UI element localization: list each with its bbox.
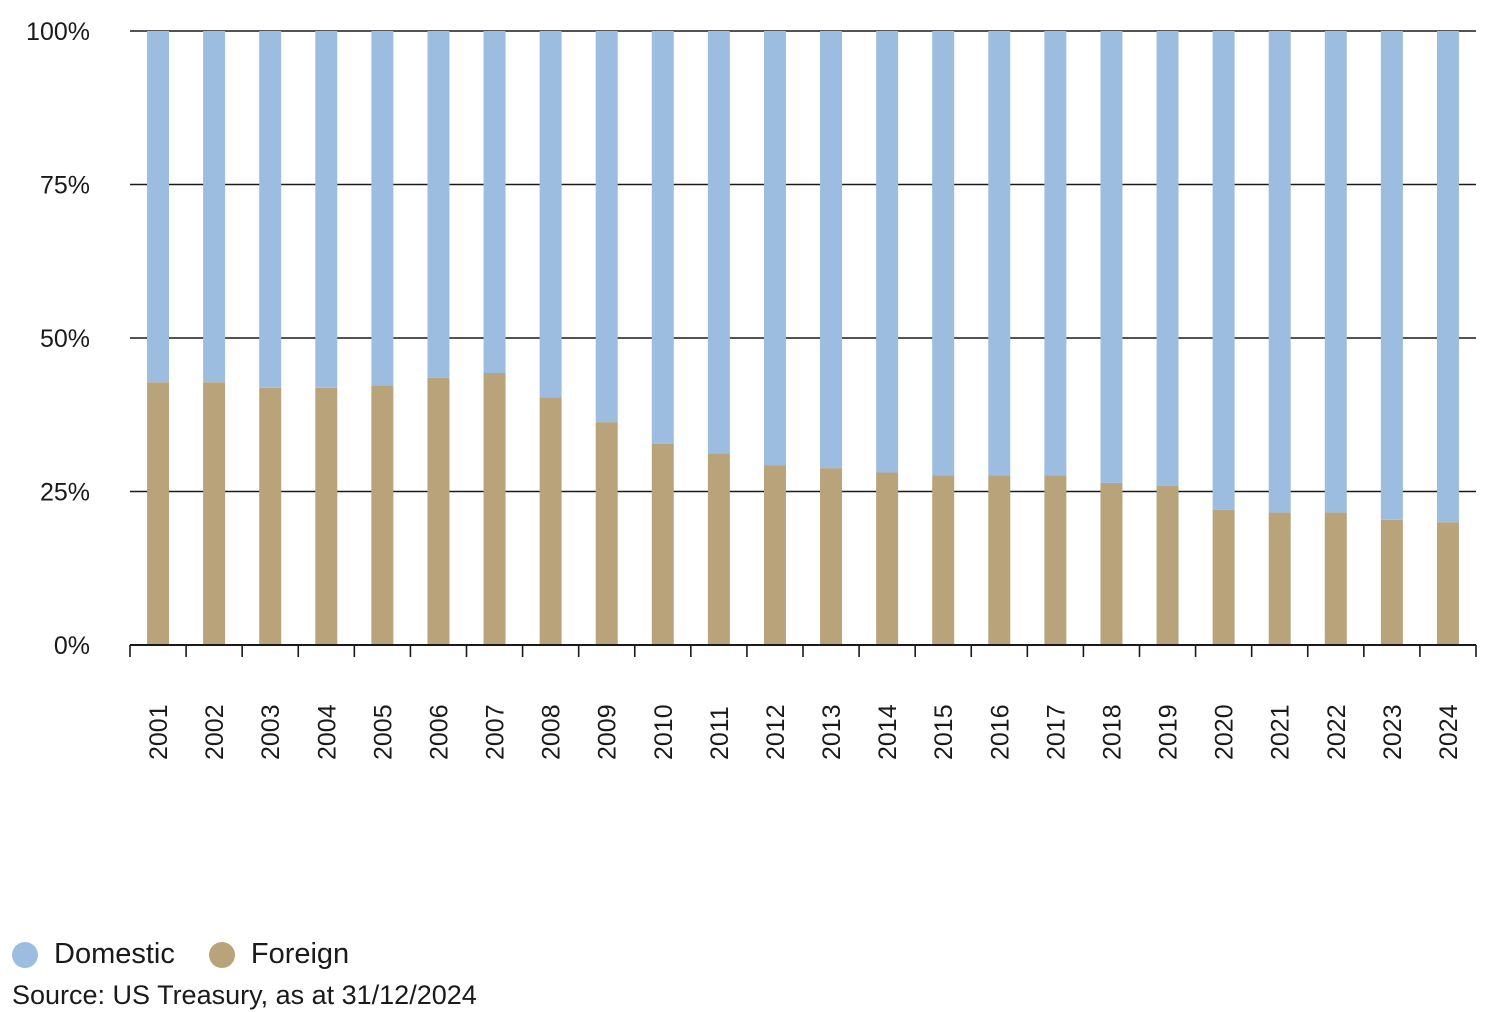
- bar-foreign-2023: [1380, 519, 1403, 645]
- bar-domestic-2011: [707, 31, 730, 454]
- bar-domestic-2020: [1212, 31, 1235, 510]
- bar-domestic-2008: [539, 31, 562, 398]
- x-tick-label: 2022: [1323, 704, 1351, 760]
- bar-domestic-2019: [1156, 31, 1179, 486]
- bar-domestic-2018: [1100, 31, 1123, 483]
- bar-domestic-2004: [315, 31, 338, 388]
- bar-domestic-2014: [876, 31, 899, 473]
- x-tick-label: 2005: [369, 704, 397, 760]
- bar-foreign-2001: [147, 382, 170, 645]
- bar-foreign-2018: [1100, 482, 1123, 645]
- x-tick-label: 2011: [706, 706, 734, 760]
- bar-foreign-2007: [483, 372, 506, 645]
- bar-foreign-2014: [876, 472, 899, 645]
- bar-domestic-2024: [1436, 31, 1459, 523]
- legend-swatch-domestic: [12, 941, 38, 968]
- x-tick-label: 2015: [930, 704, 958, 760]
- bar-foreign-2022: [1324, 512, 1347, 645]
- bar-foreign-2017: [1044, 475, 1067, 645]
- x-tick-label: 2018: [1098, 704, 1126, 760]
- bar-domestic-2013: [820, 31, 843, 469]
- bar-foreign-2024: [1436, 522, 1459, 645]
- bar-foreign-2011: [707, 453, 730, 645]
- bar-foreign-2015: [932, 475, 955, 645]
- x-tick-label: 2013: [818, 704, 846, 760]
- bar-domestic-2016: [988, 31, 1011, 476]
- bar-domestic-2017: [1044, 31, 1067, 476]
- bar-foreign-2006: [427, 377, 450, 645]
- x-tick-label: 2008: [538, 704, 566, 760]
- legend-label-domestic: Domestic: [54, 938, 175, 970]
- bar-domestic-2022: [1324, 31, 1347, 513]
- x-tick-label: 2004: [313, 704, 341, 760]
- bar-domestic-2006: [427, 31, 450, 378]
- x-tick-label: 2021: [1267, 704, 1295, 760]
- x-tick-label: 2024: [1435, 704, 1463, 760]
- axes: [129, 644, 1477, 657]
- x-tick-label: 2016: [986, 704, 1014, 760]
- bar-foreign-2009: [595, 422, 618, 645]
- bar-foreign-2020: [1212, 509, 1235, 645]
- y-tick-label: 0%: [54, 632, 90, 660]
- bar-domestic-2002: [203, 31, 226, 383]
- bar-domestic-2015: [932, 31, 955, 476]
- bar-foreign-2003: [259, 387, 282, 645]
- bar-foreign-2016: [988, 475, 1011, 645]
- bar-domestic-2023: [1380, 31, 1403, 520]
- x-tick-label: 2003: [257, 704, 285, 760]
- x-tick-label: 2010: [650, 704, 678, 760]
- bar-foreign-2019: [1156, 485, 1179, 645]
- bar-foreign-2002: [203, 382, 226, 645]
- bar-domestic-2005: [371, 31, 394, 386]
- stacked-bar-chart: 0% 25% 50% 75% 100% 2001 2002 2003 2004 2005 2006 2…: [26, 18, 1477, 760]
- bar-foreign-2021: [1268, 512, 1291, 645]
- legend-item-domestic: Domestic: [12, 938, 175, 971]
- bar-foreign-2010: [651, 443, 674, 645]
- x-tick-label: 2019: [1155, 704, 1183, 760]
- bar-domestic-2010: [651, 31, 674, 444]
- x-tick-label: 2007: [482, 704, 510, 760]
- bar-foreign-2008: [539, 397, 562, 645]
- bar-domestic-2007: [483, 31, 506, 373]
- x-tick-label: 2017: [1042, 704, 1070, 760]
- bar-domestic-2021: [1268, 31, 1291, 513]
- gridlines: [130, 30, 1476, 493]
- y-tick-label: 75%: [40, 172, 90, 200]
- x-tick-label: 2009: [594, 704, 622, 760]
- bar-domestic-2012: [763, 31, 786, 466]
- x-tick-label: 2020: [1211, 704, 1239, 760]
- y-tick-label: 100%: [26, 18, 90, 46]
- x-tick-label: 2014: [874, 704, 902, 760]
- legend-swatch-foreign: [208, 941, 235, 968]
- y-tick-label: 25%: [40, 479, 90, 507]
- bars: [147, 31, 1459, 645]
- legend-label-foreign: Foreign: [250, 938, 350, 970]
- tick-labels: 0% 25% 50% 75% 100% 2001 2002 2003 2004 2005 2006 2…: [26, 18, 1463, 760]
- legend: Domestic Foreign: [12, 938, 383, 971]
- x-tick-label: 2006: [425, 704, 453, 760]
- x-tick-label: 2001: [145, 704, 173, 760]
- bar-domestic-2001: [147, 31, 170, 383]
- x-tick-label: 2023: [1379, 704, 1407, 760]
- bar-domestic-2003: [259, 31, 282, 388]
- bar-foreign-2005: [371, 385, 394, 645]
- bar-foreign-2012: [763, 465, 786, 645]
- source-note: Source: US Treasury, as at 31/12/2024: [12, 980, 477, 1010]
- x-tick-label: 2002: [201, 704, 229, 760]
- bar-foreign-2013: [820, 468, 843, 645]
- bar-foreign-2004: [315, 387, 338, 645]
- bar-domestic-2009: [595, 31, 618, 423]
- x-tick-label: 2012: [762, 704, 790, 760]
- y-tick-label: 50%: [40, 325, 90, 353]
- legend-item-foreign: Foreign: [208, 938, 350, 971]
